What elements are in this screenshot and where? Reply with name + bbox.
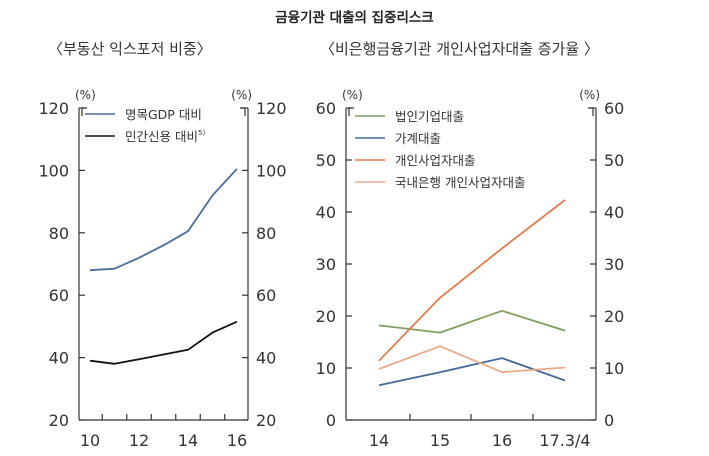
left-chart-legend-label: 민간신용 대비5): [125, 129, 205, 144]
right-chart-y-tick-label-right: 40: [604, 203, 624, 222]
right-chart-series-line-3: [378, 345, 566, 374]
right-chart-y-tick-label-left: 40: [316, 203, 336, 222]
right-chart-x-tick-label: 14: [369, 431, 389, 450]
left-chart-unit-right: (%): [231, 88, 252, 102]
right-chart-subtitle: 〈비은행금융기관 개인사업자대출 증가율 〉: [320, 40, 599, 58]
left-chart-subtitle: 〈부동산 익스포저 비중〉: [48, 40, 212, 58]
left-chart-y-tick-label-left: 80: [49, 224, 69, 243]
right-chart-legend-label: 개인사업자대출: [395, 153, 476, 168]
right-chart-y-tick-label-right: 20: [604, 307, 624, 326]
left-chart-y-tick-label-right: 20: [256, 411, 276, 430]
left-chart-unit-left: (%): [75, 88, 96, 102]
left-chart-legend-label: 명목GDP 대비: [125, 107, 202, 122]
right-chart-y-tick-label-left: 50: [316, 151, 336, 170]
left-chart-x-tick-label: 14: [178, 431, 198, 450]
left-chart-y-tick-label-right: 80: [256, 224, 276, 243]
left-chart-y-tick-label-left: 120: [38, 99, 69, 118]
left-chart-y-tick-label-right: 120: [256, 99, 287, 118]
right-chart-y-tick-label-left: 10: [316, 359, 336, 378]
right-chart-x-tick-label: 17.3/4: [539, 431, 590, 450]
left-chart-frame-corner-left: [81, 107, 87, 116]
right-chart-legend-label: 법인기업대출: [395, 109, 464, 124]
right-chart-y-tick-label-right: 10: [604, 359, 624, 378]
left-chart-series-line-1: [89, 320, 238, 365]
right-chart-x-tick-label: 16: [492, 431, 512, 450]
left-chart-x-tick-label: 16: [227, 431, 247, 450]
left-chart-y-tick-label-right: 100: [256, 161, 287, 180]
right-chart-y-tick-label-left: 0: [326, 411, 336, 430]
right-chart-frame-corner-right: [588, 107, 594, 116]
right-chart-y-tick-label-right: 0: [604, 411, 614, 430]
left-chart-x-tick-label: 12: [129, 431, 149, 450]
right-chart-y-tick-label-left: 30: [316, 255, 336, 274]
right-chart-series-line-2: [378, 199, 566, 362]
left-chart-legend-superscript: 5): [198, 129, 205, 137]
left-chart-y-tick-label-right: 60: [256, 286, 276, 305]
right-chart-series-line-0: [378, 309, 566, 334]
right-chart-legend-label: 국내은행 개인사업자대출: [395, 175, 525, 190]
left-chart-y-tick-label-left: 60: [49, 286, 69, 305]
right-chart-y-tick-label-left: 60: [316, 99, 336, 118]
left-chart-y-tick-label-left: 40: [49, 349, 69, 368]
right-chart-y-tick-label-right: 60: [604, 99, 624, 118]
page-title: 금융기관 대출의 집중리스크: [275, 10, 434, 26]
left-chart-y-tick-label-right: 40: [256, 349, 276, 368]
right-chart-y-tick-label-right: 50: [604, 151, 624, 170]
right-chart-frame-corner-left: [348, 107, 354, 116]
right-chart-unit-right: (%): [579, 88, 600, 102]
right-chart-series-line-1: [378, 357, 566, 387]
left-chart-series-line-0: [89, 168, 238, 272]
left-chart-x-tick-label: 10: [80, 431, 100, 450]
left-chart-y-tick-label-left: 20: [49, 411, 69, 430]
right-chart-y-tick-label-left: 20: [316, 307, 336, 326]
right-chart-unit-left: (%): [342, 88, 363, 102]
right-chart-legend-label: 가계대출: [395, 131, 441, 146]
left-chart-frame-corner-right: [240, 107, 246, 116]
right-chart-x-tick-label: 15: [430, 431, 450, 450]
right-chart-y-tick-label-right: 30: [604, 255, 624, 274]
left-chart-y-tick-label-left: 100: [38, 161, 69, 180]
